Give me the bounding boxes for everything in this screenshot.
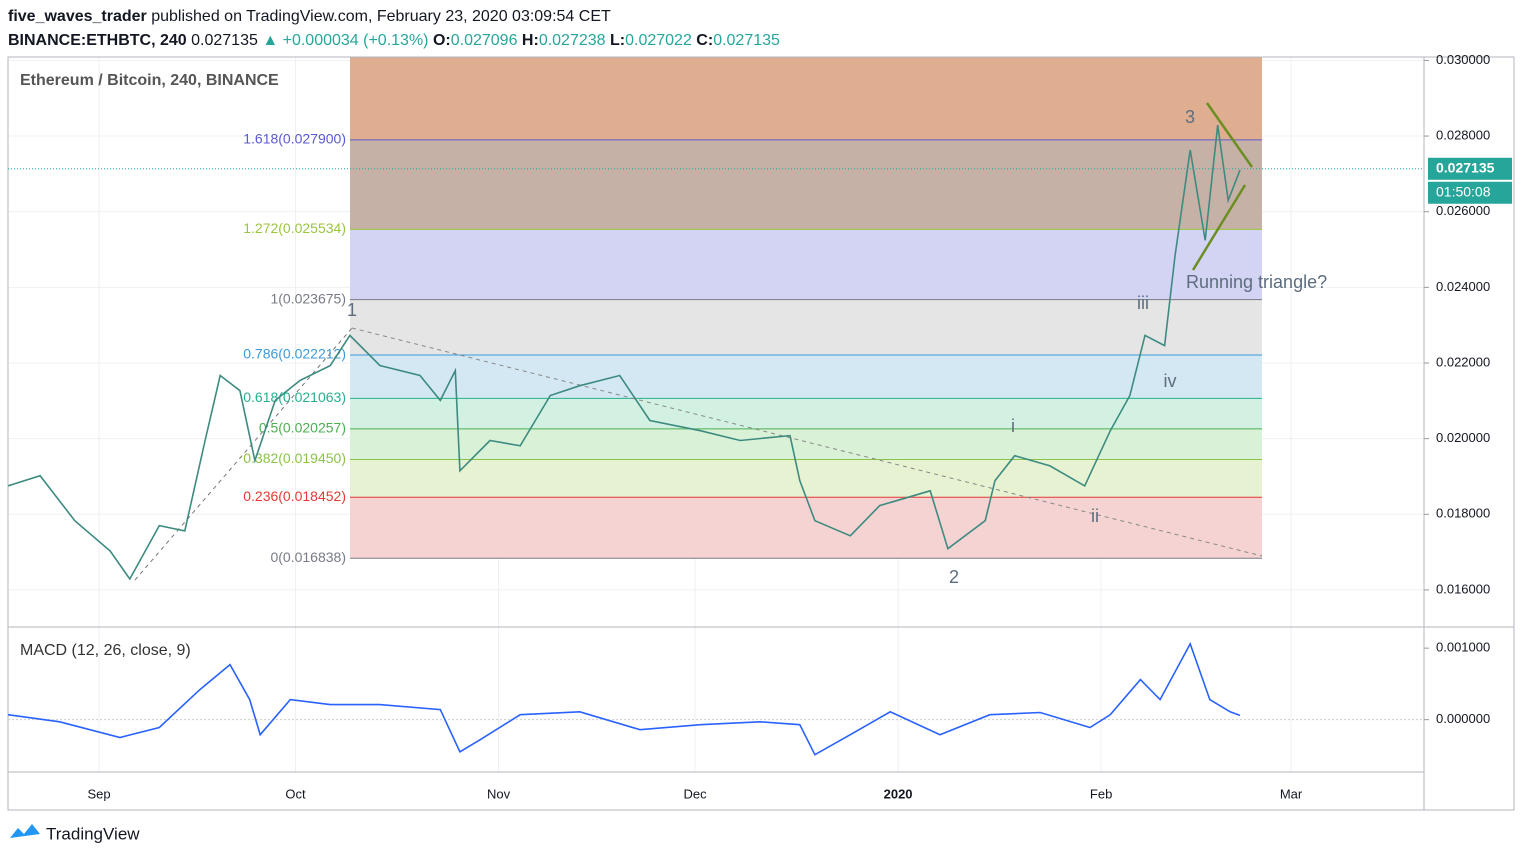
symbol-line: BINANCE:ETHBTC, 240 0.027135 ▲ +0.000034…: [8, 32, 780, 50]
y-tick-label: 0.026000: [1436, 203, 1490, 218]
fib-band: [350, 354, 1262, 399]
triangle-line: [1205, 102, 1254, 168]
x-tick-label: Sep: [87, 786, 110, 801]
y-tick-label: 0.000000: [1436, 711, 1490, 726]
countdown-badge: [1428, 181, 1512, 204]
fib-label: 0.382(0.019450): [243, 450, 346, 466]
x-tick-label: 2020: [884, 786, 913, 801]
y-tick-label: 0.028000: [1436, 127, 1490, 142]
change: ▲ +0.000034 (+0.13%): [262, 32, 429, 49]
h-value: 0.027238: [538, 32, 606, 49]
x-tick-label: Nov: [487, 786, 511, 801]
published: published on TradingView.com, February 2…: [151, 8, 611, 25]
triangle-line: [1191, 184, 1247, 271]
fib-label: 0(0.016838): [270, 549, 346, 565]
l-label: L:: [610, 32, 626, 49]
chart-title: Ethereum / Bitcoin, 240, BINANCE: [20, 72, 279, 89]
wave-label: i: [1011, 416, 1015, 436]
y-tick-label: 0.024000: [1436, 279, 1490, 294]
y-tick-label: 0.020000: [1436, 430, 1490, 445]
frame: [7, 56, 1515, 811]
c-value: 0.027135: [713, 32, 780, 49]
y-tick-label: 0.001000: [1436, 640, 1490, 655]
last: 0.027135: [191, 32, 258, 49]
fib-label: 0.618(0.021063): [243, 389, 346, 405]
wave-label: ii: [1091, 506, 1099, 526]
fib-band: [350, 459, 1262, 498]
author: five_waves_trader: [8, 8, 147, 25]
l-value: 0.027022: [625, 32, 692, 49]
fib-band: [350, 428, 1262, 460]
background: [8, 57, 1424, 772]
annotation: Running triangle?: [1186, 272, 1327, 292]
wave-label: 3: [1185, 107, 1195, 127]
o-value: 0.027096: [450, 32, 518, 49]
footer: TradingView: [46, 824, 140, 843]
wave-label: iv: [1164, 371, 1177, 391]
publish-line: five_waves_trader published on TradingVi…: [8, 8, 611, 26]
x-tick-label: Dec: [683, 786, 707, 801]
macd-title: MACD (12, 26, close, 9): [20, 642, 191, 659]
logo: [10, 824, 40, 838]
fib-band: [350, 398, 1262, 429]
fib-label: 0.236(0.018452): [243, 488, 346, 504]
fib-band: [350, 497, 1262, 559]
fib-label: 0.5(0.020257): [259, 420, 346, 436]
symbol: BINANCE:ETHBTC, 240: [8, 32, 187, 49]
y-tick-label: 0.016000: [1436, 581, 1490, 596]
o-label: O:: [432, 32, 451, 49]
price-badge-label: 0.027135: [1436, 159, 1495, 175]
series-line: [7, 641, 1241, 756]
fib-band: [350, 299, 1262, 355]
fib-band: [350, 57, 1262, 140]
x-tick-label: Oct: [285, 786, 306, 801]
fib-label: 1.272(0.025534): [243, 220, 346, 236]
wave-label: 1: [347, 300, 357, 320]
price-badge: [1428, 157, 1512, 180]
wave-label: 2: [949, 567, 959, 587]
y-tick-label: 0.018000: [1436, 506, 1490, 521]
wave-label: iii: [1137, 293, 1149, 313]
x-tick-label: Mar: [1280, 786, 1303, 801]
fib-label: 0.786(0.022212): [243, 346, 346, 362]
series-line: [7, 124, 1241, 581]
fib-band: [350, 229, 1262, 300]
fib-label: 1(0.023675): [270, 290, 346, 306]
y-tick-label: 0.030000: [1436, 52, 1490, 67]
h-label: H:: [521, 32, 539, 49]
fib-label: 1.618(0.027900): [243, 131, 346, 147]
c-label: C:: [696, 32, 714, 49]
x-tick-label: Feb: [1090, 786, 1112, 801]
countdown-label: 01:50:08: [1436, 183, 1491, 199]
fib-band: [350, 139, 1262, 230]
y-tick-label: 0.022000: [1436, 354, 1490, 369]
